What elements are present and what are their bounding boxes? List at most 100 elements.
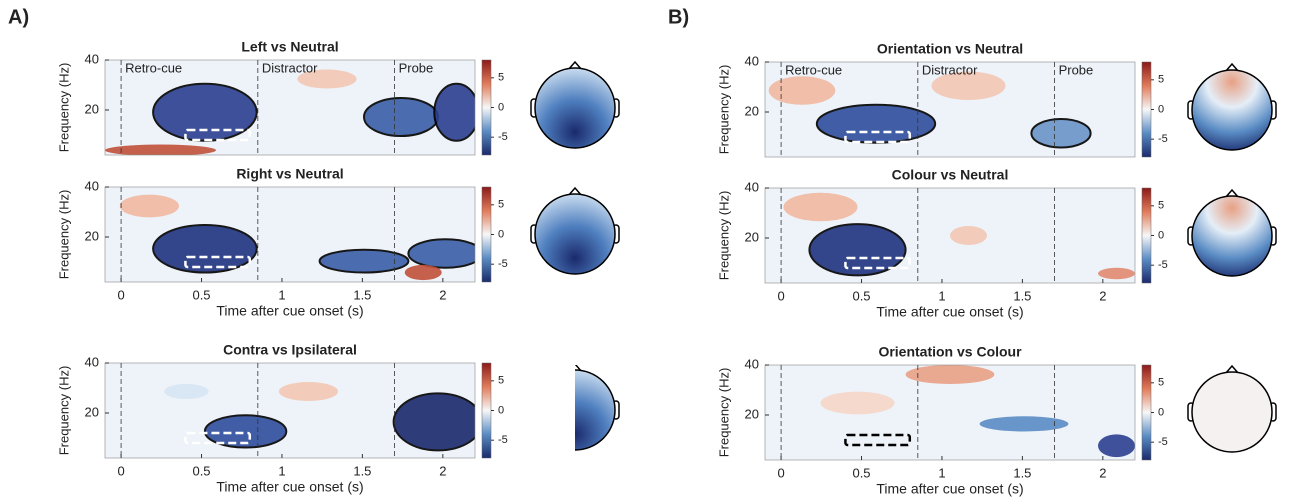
axes-frame — [764, 187, 1136, 284]
heatmap-blob — [808, 223, 907, 277]
topomap — [1187, 62, 1277, 151]
colorbar-tick-label: 0 — [498, 101, 504, 113]
topomap — [1187, 188, 1277, 277]
y-axis-label: Frequency (Hz) — [56, 63, 71, 153]
colorbar-tick-label: 5 — [498, 375, 504, 387]
panel-label: B) — [668, 6, 689, 28]
topomap — [530, 186, 620, 275]
heatmap-blob — [1098, 267, 1135, 280]
colorbar — [481, 186, 492, 283]
y-tick-label: 20 — [85, 228, 99, 243]
event-label: Distractor — [922, 62, 978, 77]
heatmap-blob — [1030, 118, 1092, 149]
colorbar — [1141, 61, 1152, 158]
colorbar — [1141, 364, 1152, 461]
x-tick-label: 1.5 — [353, 287, 371, 302]
panel-title: Contra vs Ipsilateral — [223, 342, 357, 358]
y-tick-label: 20 — [85, 404, 99, 419]
axes-frame — [764, 364, 1136, 461]
topomap-ear — [531, 401, 537, 419]
y-axis-label: Frequency (Hz) — [716, 65, 731, 155]
roi-box — [184, 255, 252, 269]
x-axis-label: Time after cue onset (s) — [876, 304, 1023, 320]
heatmap-blob — [297, 69, 357, 89]
colorbar-tick-label: 0 — [1158, 406, 1164, 418]
colorbar-tick-label: -5 — [498, 258, 508, 270]
heatmap — [783, 192, 1135, 280]
colorbar-tick-label: -5 — [1158, 436, 1168, 448]
x-tick-label: 2 — [439, 287, 446, 302]
event-label: Probe — [399, 60, 434, 75]
roi-box — [184, 431, 252, 445]
colorbar-tick-label: 0 — [498, 404, 504, 416]
x-tick-label: 1 — [278, 463, 285, 478]
colorbar-tick-label: 5 — [1158, 377, 1164, 389]
panel-title: Orientation vs Neutral — [877, 41, 1023, 57]
x-axis-label: Time after cue onset (s) — [876, 481, 1023, 497]
heatmap — [105, 69, 475, 155]
y-tick-label: 40 — [745, 53, 759, 68]
topomap — [530, 60, 620, 149]
y-tick-label: 20 — [745, 103, 759, 118]
event-label: Probe — [1059, 62, 1094, 77]
x-tick-label: 1 — [938, 288, 945, 303]
y-tick-label: 40 — [85, 178, 99, 193]
topomap-head — [1191, 69, 1273, 151]
panel-label: A) — [8, 6, 29, 28]
heatmap-blob — [979, 416, 1069, 432]
y-tick-label: 40 — [85, 51, 99, 66]
y-axis-label: Frequency (Hz) — [716, 191, 731, 281]
panel-title: Right vs Neutral — [236, 166, 343, 182]
panel-title: Colour vs Neutral — [892, 167, 1009, 183]
colorbar-tick-label: -5 — [498, 434, 508, 446]
colorbar — [481, 59, 492, 156]
x-tick-label: 0.5 — [852, 465, 870, 480]
x-tick-label: 0.5 — [852, 288, 870, 303]
y-axis-label: Frequency (Hz) — [56, 366, 71, 456]
topomap — [531, 365, 620, 451]
panel-title: Orientation vs Colour — [878, 344, 1022, 360]
colorbar-tick-label: -5 — [1158, 259, 1168, 271]
y-tick-label: 40 — [745, 179, 759, 194]
heatmap-blob — [152, 224, 258, 274]
roi-box — [844, 433, 912, 447]
event-label: Distractor — [262, 60, 318, 75]
x-tick-label: 1 — [938, 465, 945, 480]
x-tick-label: 0 — [117, 463, 124, 478]
heatmap — [164, 382, 475, 452]
topomap-head — [575, 369, 616, 451]
panel-title: Left vs Neutral — [241, 39, 338, 55]
topomap-head — [1191, 371, 1273, 453]
heatmap — [820, 365, 1135, 458]
heatmap-blob — [152, 82, 258, 142]
axes-frame — [764, 61, 1136, 158]
x-tick-label: 1.5 — [1013, 465, 1031, 480]
topomap-head — [534, 193, 616, 275]
heatmap-blob — [203, 414, 288, 449]
heatmap-blob — [164, 383, 209, 400]
topomap-head — [1191, 195, 1273, 277]
roi-box — [844, 256, 912, 270]
heatmap-blob — [318, 248, 410, 274]
heatmap-blob — [905, 365, 995, 384]
heatmap-blob — [105, 144, 216, 155]
heatmap-blob — [783, 192, 858, 222]
roi-box — [184, 128, 252, 142]
topomap — [1187, 364, 1277, 453]
heatmap-blob — [950, 226, 987, 245]
heatmap-blob — [433, 82, 475, 142]
x-tick-label: 0 — [777, 465, 784, 480]
x-tick-label: 2 — [439, 463, 446, 478]
colorbar-tick-label: 0 — [1158, 103, 1164, 115]
colorbar-tick-label: -5 — [498, 131, 508, 143]
heatmap-blob — [768, 76, 836, 105]
y-axis-label: Frequency (Hz) — [716, 368, 731, 458]
heatmap-blob — [278, 382, 339, 401]
y-tick-label: 20 — [85, 101, 99, 116]
heatmap-blob — [392, 392, 475, 452]
colorbar-tick-label: 5 — [1158, 200, 1164, 212]
x-tick-label: 0.5 — [192, 463, 210, 478]
heatmap-blob — [363, 97, 439, 137]
colorbar — [481, 362, 492, 459]
